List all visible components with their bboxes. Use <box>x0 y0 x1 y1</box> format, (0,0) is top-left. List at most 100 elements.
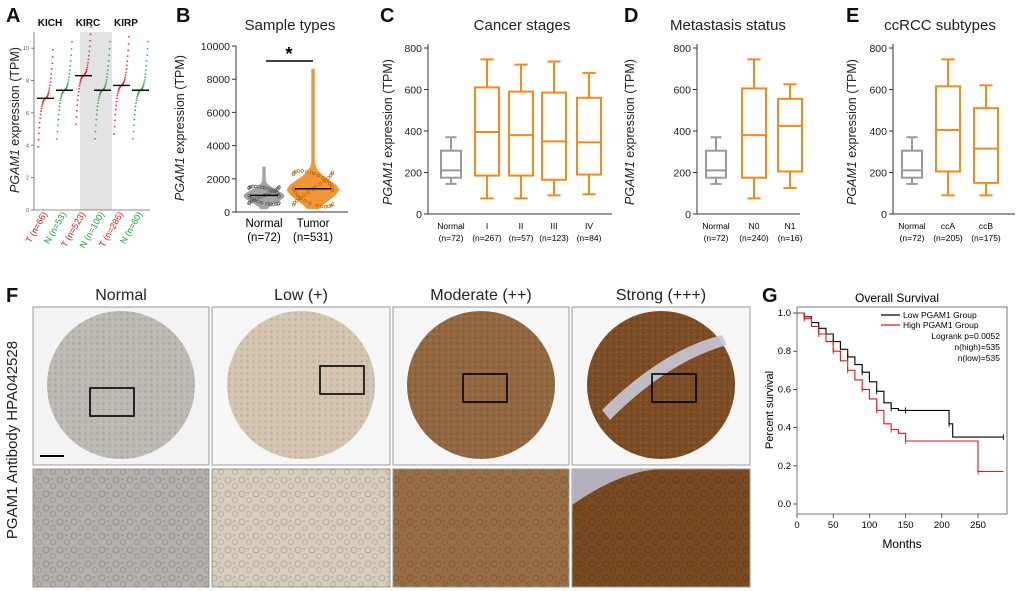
panel-a-point <box>68 69 71 72</box>
panel-a-point <box>52 48 54 51</box>
panel-a-point <box>59 99 62 102</box>
panel-d-plot: 0 200 400 600 800 Normal (n=72) N0 (n=240) N1 (n=1… <box>673 43 803 243</box>
panel-b: B Sample types PGAM1 expression (TPM) 0 2… <box>173 5 348 244</box>
panel-a-point <box>50 73 53 75</box>
panel-b-tick-label: 0 <box>224 207 230 219</box>
panel-a-point <box>58 105 61 108</box>
panel-a-point <box>38 126 41 129</box>
panel-a-point <box>104 84 107 87</box>
panel-a-point <box>39 113 42 116</box>
panel-a-point <box>94 124 97 127</box>
panel-g-ytick-label: 0.0 <box>778 499 791 510</box>
panel-g: G Overall Survival Percent survival Mont… <box>762 285 1008 551</box>
panel-a-point <box>71 40 73 43</box>
panel-e-cat-n: (n=72) <box>900 233 925 243</box>
panel-d-ylabel: PGAM1 expression (TPM) <box>623 59 637 205</box>
panel-b-point <box>277 185 281 189</box>
panel-a-point <box>89 33 92 36</box>
panel-b-point <box>291 202 296 207</box>
panel-b-point <box>259 200 264 205</box>
panel-b-point <box>247 186 251 190</box>
panel-b-point <box>322 179 327 183</box>
panel-a-point <box>114 113 117 116</box>
panel-a-point <box>135 97 138 100</box>
panel-b-point <box>304 169 309 174</box>
panel-f-zoom-box <box>319 365 365 395</box>
panel-b-cat-n: (n=72) <box>247 232 281 244</box>
panel-a-point <box>86 66 89 69</box>
panel-b-point <box>276 192 281 197</box>
panel-a-point <box>60 95 63 98</box>
panel-d-cat-name: Normal <box>702 221 730 231</box>
panel-b-point <box>294 199 299 203</box>
panel-c-tick-label: 200 <box>404 168 422 180</box>
panel-b-point <box>300 169 304 173</box>
panel-a-group-label: KICH <box>38 18 62 29</box>
panel-e-cat-name: ccA <box>941 221 956 231</box>
panel-e-ylabel: PGAM1 expression (TPM) <box>845 59 859 205</box>
panel-a-point <box>77 94 80 97</box>
panel-a-point <box>95 118 98 121</box>
panel-a-point <box>51 62 54 65</box>
panel-f-zoom-box <box>89 387 135 417</box>
panel-c-cat-name: I <box>486 221 488 231</box>
panel-e-box-cca <box>935 85 961 173</box>
panel-d-cat-n: (n=72) <box>704 233 729 243</box>
panel-b-point <box>308 201 312 205</box>
panel-a-point <box>107 65 110 67</box>
panel-b-violins <box>243 68 340 210</box>
panel-a-point <box>126 55 129 58</box>
panel-a-point <box>124 74 127 77</box>
panel-b-point <box>309 171 314 175</box>
panel-e-box-normal <box>901 149 923 179</box>
panel-f-tissue-texture <box>587 311 735 459</box>
panel-d: D Metastasis status PGAM1 expression (TP… <box>623 5 803 243</box>
panel-a-point <box>39 117 42 120</box>
panel-f-zoom-texture <box>212 469 390 587</box>
panel-e-tick-label: 200 <box>869 168 887 180</box>
panel-a-point <box>98 95 101 98</box>
panel-a-point <box>134 109 137 112</box>
panel-e-letter: E <box>846 5 859 27</box>
panel-a-point <box>49 81 52 84</box>
panel-e-box-ccb <box>973 107 999 184</box>
panel-b-point <box>298 196 302 200</box>
panel-c-cat-n: (n=123) <box>539 233 569 243</box>
panel-d-title: Metastasis status <box>670 17 786 34</box>
panel-a-letter: A <box>6 5 20 27</box>
panel-d-box-n1 <box>777 97 803 173</box>
panel-f-col-label: Low (+) <box>274 287 328 304</box>
panel-a-point <box>57 118 60 121</box>
panel-a-point <box>96 109 99 112</box>
panel-a-groups: KICH KIRC KIRP <box>38 18 138 29</box>
panel-g-xtick-label: 200 <box>934 520 950 531</box>
panel-f-tissue-texture <box>47 311 195 459</box>
panel-b-point <box>330 185 334 189</box>
stat-n-low: n(low)=535 <box>958 353 1001 363</box>
panel-a-point <box>48 89 51 92</box>
panel-a-point <box>117 90 120 93</box>
panel-g-ytick-label: 0.6 <box>778 384 791 395</box>
panel-c-tick-label: 600 <box>404 85 422 97</box>
panel-a-tick-label: 8 <box>26 79 29 85</box>
panel-a-point <box>90 26 92 29</box>
panel-b-point <box>321 176 325 180</box>
panel-a-xlabels: T (n=66)N (n=53)T (n=523)N (n=100)T (n=2… <box>24 210 145 250</box>
panel-a-point <box>115 100 118 103</box>
panel-a-group-label: KIRC <box>76 18 100 29</box>
panel-g-ytick-label: 0.2 <box>778 461 791 472</box>
panel-b-categories: Normal (n=72) Tumor (n=531) <box>245 218 333 244</box>
panel-a-point <box>87 61 89 64</box>
panel-a-point <box>37 132 40 135</box>
panel-d-box-n0 <box>741 87 767 179</box>
panel-e-ylabel-rest: expression (TPM) <box>845 59 859 161</box>
panel-b-point <box>271 189 275 194</box>
panel-g-curves <box>797 312 1004 475</box>
panel-a-point <box>97 97 100 100</box>
panel-a-point <box>75 116 78 118</box>
panel-b-ylabel-rest: expression (TPM) <box>173 55 187 157</box>
panel-g-xtick-label: 50 <box>828 520 839 531</box>
panel-a-point <box>147 40 149 43</box>
panel-c-tick-label: 800 <box>404 43 422 55</box>
panel-a-point <box>144 73 147 75</box>
